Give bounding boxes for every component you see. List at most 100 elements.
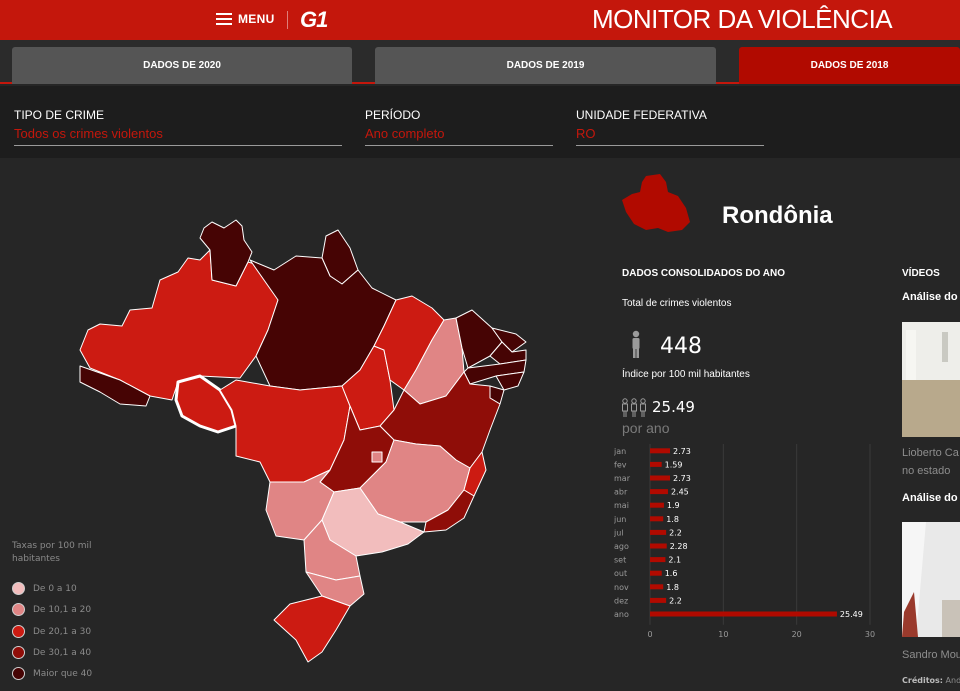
chart-bar <box>650 448 671 454</box>
chart-category-label: jun <box>614 515 626 524</box>
person-icon <box>632 330 640 358</box>
tab-dados-2020[interactable]: DADOS DE 2020 <box>12 47 352 84</box>
index-value: 25.49 <box>652 398 695 416</box>
video-thumbnail-image <box>902 322 960 437</box>
state-distrito-federal[interactable] <box>371 451 383 463</box>
crime-type-filter: TIPO DE CRIME Todos os crimes violentos <box>14 108 342 146</box>
consolidated-title: DADOS CONSOLIDADOS DO ANO <box>622 268 785 279</box>
legend-swatch <box>12 646 25 659</box>
index-label: Índice por 100 mil habitantes <box>622 369 750 380</box>
monthly-rate-chart: 0 10 20 30 jan 2.73 fev 1.59 mar 2.73 abr 2.45 mai 1.… <box>614 444 875 639</box>
chart-category-label: fev <box>614 460 627 469</box>
legend-item: De 10,1 a 20 <box>12 603 91 616</box>
legend-item: De 30,1 a 40 <box>12 646 91 659</box>
total-label: Total de crimes violentos <box>622 298 732 309</box>
state-roraima[interactable] <box>199 219 253 287</box>
tab-dados-2018[interactable]: DADOS DE 2018 <box>739 47 960 84</box>
video-thumbnail-image <box>902 522 960 637</box>
legend-swatch <box>12 582 25 595</box>
period-select[interactable]: Ano completo <box>365 126 553 146</box>
chart-category-label: ano <box>614 610 629 619</box>
period-filter: PERÍODO Ano completo <box>365 108 553 146</box>
chart-category-label: mar <box>614 474 631 483</box>
chart-bar <box>650 489 668 495</box>
state-espirito-santo[interactable] <box>463 451 487 497</box>
chart-x-tick-label: 0 <box>647 630 652 639</box>
state-silhouette-icon <box>622 174 690 232</box>
chart-bar <box>650 557 666 563</box>
chart-bar <box>650 529 667 535</box>
legend-item: De 20,1 a 30 <box>12 625 91 638</box>
chart-bar <box>650 611 837 617</box>
crime-type-select[interactable]: Todos os crimes violentos <box>14 126 342 146</box>
chart-value-label: 1.6 <box>665 569 678 578</box>
chart-category-label: ago <box>614 542 629 551</box>
period-label: PERÍODO <box>365 108 421 122</box>
video-heading: Análise do e <box>902 492 960 504</box>
state-alagoas[interactable] <box>495 371 525 391</box>
g1-logo[interactable]: G1 <box>300 7 328 32</box>
video-heading: Análise do g <box>902 291 960 303</box>
chart-value-label: 1.8 <box>666 583 679 592</box>
selected-state-name: Rondônia <box>722 202 833 229</box>
menu-button[interactable]: MENU <box>216 12 275 26</box>
top-header: MENU G1 MONITOR DA VIOLÊNCIA <box>0 0 960 40</box>
chart-value-label: 1.59 <box>665 460 683 469</box>
legend-item: Maior que 40 <box>12 667 92 680</box>
chart-category-label: out <box>614 569 627 578</box>
legend-swatch <box>12 667 25 680</box>
chart-category-label: jan <box>614 447 626 456</box>
filter-bar: TIPO DE CRIME Todos os crimes violentos … <box>0 86 960 158</box>
chart-bar <box>650 475 671 481</box>
total-value: 448 <box>660 334 702 359</box>
chart-value-label: 1.8 <box>666 515 679 524</box>
state-mato-grosso[interactable] <box>219 379 351 483</box>
legend-swatch <box>12 603 25 616</box>
site-title: MONITOR DA VIOLÊNCIA <box>592 4 893 34</box>
chart-value-label: 2.2 <box>669 528 682 537</box>
state-acre[interactable] <box>79 365 151 407</box>
chart-value-label: 2.1 <box>668 556 681 565</box>
chart-bar <box>650 461 662 467</box>
video-thumbnail[interactable] <box>902 522 960 637</box>
state-rio-grande-do-norte[interactable] <box>491 327 527 353</box>
legend-label: De 30,1 a 40 <box>33 647 92 658</box>
header-divider <box>287 11 288 29</box>
chart-bar <box>650 597 667 603</box>
chart-x-tick-label: 30 <box>865 630 875 639</box>
chart-bar <box>650 570 662 576</box>
video-caption: Sandro Mou <box>902 649 960 661</box>
per-year-label: por ano <box>622 420 670 436</box>
chart-value-label: 2.73 <box>673 474 691 483</box>
chart-x-tick-label: 10 <box>718 630 728 639</box>
chart-bar <box>650 584 664 590</box>
chart-value-label: 25.49 <box>840 610 863 619</box>
chart-category-label: mai <box>614 501 629 510</box>
legend-label: De 20,1 a 30 <box>33 626 92 637</box>
year-tabs: DADOS DE 2020 DADOS DE 2019 DADOS DE 201… <box>0 40 960 84</box>
chart-category-label: jul <box>614 528 624 537</box>
chart-category-label: abr <box>614 488 628 497</box>
chart-value-label: 2.28 <box>670 542 688 551</box>
chart-category-label: dez <box>614 596 628 605</box>
menu-label: MENU <box>238 12 275 26</box>
video-caption: Lioberto Ca <box>902 447 959 459</box>
chart-category-label: set <box>614 556 626 565</box>
state-rondonia[interactable] <box>174 374 238 434</box>
chart-value-label: 1.9 <box>667 501 680 510</box>
chart-value-label: 2.2 <box>669 596 682 605</box>
chart-bar <box>650 502 664 508</box>
video-thumbnail[interactable] <box>902 322 960 437</box>
state-rio-grande-do-sul[interactable] <box>273 595 351 663</box>
legend-swatch <box>12 625 25 638</box>
credits-label: Créditos: <box>902 676 943 685</box>
state-label: UNIDADE FEDERATIVA <box>576 108 707 122</box>
tab-dados-2019[interactable]: DADOS DE 2019 <box>375 47 716 84</box>
chart-category-label: nov <box>614 583 629 592</box>
state-select[interactable]: RO <box>576 126 764 146</box>
state-pernambuco[interactable] <box>463 359 527 385</box>
videos-title: VÍDEOS <box>902 268 940 279</box>
legend-item: De 0 a 10 <box>12 582 77 595</box>
state-rio-de-janeiro[interactable] <box>423 489 475 533</box>
chart-bar <box>650 543 667 549</box>
